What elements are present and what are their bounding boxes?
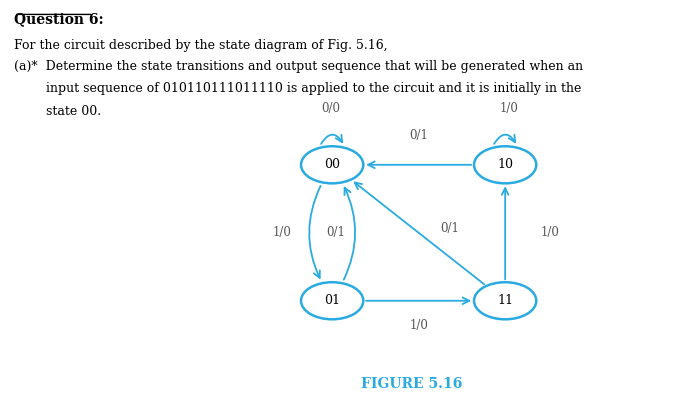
- Text: 1/0: 1/0: [273, 226, 292, 239]
- FancyArrowPatch shape: [321, 135, 342, 144]
- FancyArrowPatch shape: [494, 135, 515, 144]
- Text: input sequence of 010110111011110 is applied to the circuit and it is initially : input sequence of 010110111011110 is app…: [14, 82, 581, 96]
- Text: 10: 10: [497, 158, 513, 171]
- Text: FIGURE 5.16: FIGURE 5.16: [361, 377, 462, 391]
- Text: 1/0: 1/0: [540, 226, 560, 239]
- Text: Question 6:: Question 6:: [14, 12, 104, 26]
- Text: 11: 11: [497, 294, 513, 307]
- Text: state 00.: state 00.: [14, 105, 101, 118]
- Text: 00: 00: [324, 158, 340, 171]
- Text: 1/0: 1/0: [499, 102, 518, 115]
- Text: 0/1: 0/1: [409, 129, 428, 143]
- FancyArrowPatch shape: [344, 187, 355, 280]
- FancyArrowPatch shape: [309, 186, 320, 278]
- Circle shape: [301, 146, 363, 183]
- Circle shape: [301, 282, 363, 319]
- Text: 0/1: 0/1: [440, 222, 459, 235]
- Circle shape: [474, 282, 536, 319]
- Text: 01: 01: [324, 294, 340, 307]
- Text: 1/0: 1/0: [409, 319, 428, 332]
- Text: 0/1: 0/1: [326, 226, 345, 239]
- Circle shape: [474, 146, 536, 183]
- Text: For the circuit described by the state diagram of Fig. 5.16,: For the circuit described by the state d…: [14, 39, 388, 52]
- Text: 0/0: 0/0: [321, 102, 340, 115]
- Text: (a)*  Determine the state transitions and output sequence that will be generated: (a)* Determine the state transitions and…: [14, 60, 583, 73]
